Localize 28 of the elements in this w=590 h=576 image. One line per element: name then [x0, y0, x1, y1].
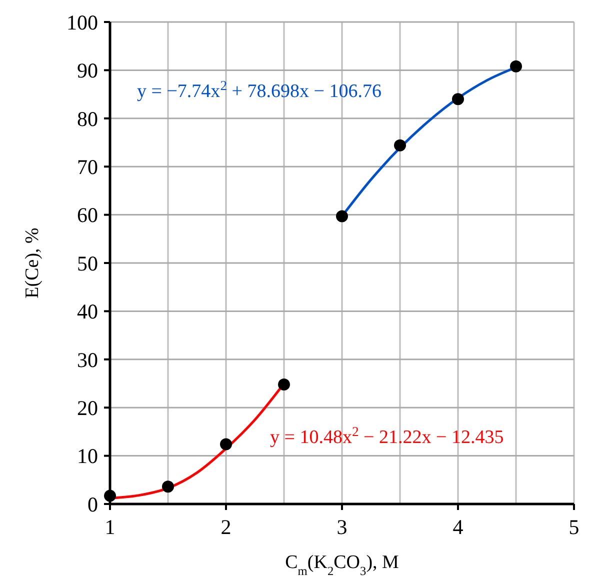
y-tick-label: 90 — [77, 58, 98, 83]
x-tick-label: 5 — [568, 515, 580, 539]
y-tick-label: 20 — [77, 396, 98, 420]
y-axis-title: E(Ce), % — [22, 227, 43, 298]
y-tick-label: 0 — [88, 492, 98, 516]
x-tick-label: 4 — [452, 515, 464, 539]
annotation: y = 10.48x$^{2}$ − 21.22x − 12.435 — [270, 424, 504, 448]
point — [394, 139, 406, 152]
y-tick-label: 30 — [77, 348, 98, 372]
y-tick-label: 60 — [77, 203, 98, 228]
y-tick-label: 10 — [77, 444, 98, 468]
y-tick-label: 70 — [77, 154, 98, 179]
point — [104, 490, 116, 502]
annotation: y = −7.74x$^{2}$ + 78.698x − 106.76 — [137, 78, 382, 102]
x-tick-label: 3 — [336, 515, 348, 539]
x-axis-title: C$_{m}$(K$_{2}$CO$_{3}$), M — [285, 552, 400, 576]
x-tick-label: 2 — [220, 515, 232, 539]
y-tick-label: 80 — [77, 106, 98, 131]
point — [510, 60, 522, 72]
point — [162, 480, 174, 493]
y-tick-label: 50 — [77, 251, 98, 276]
point — [278, 378, 290, 390]
y-tick-label: 40 — [77, 300, 98, 324]
point — [452, 93, 464, 106]
point — [336, 210, 348, 222]
point — [220, 438, 232, 450]
x-tick-label: 1 — [104, 515, 116, 539]
y-tick-label: 100 — [66, 10, 98, 34]
